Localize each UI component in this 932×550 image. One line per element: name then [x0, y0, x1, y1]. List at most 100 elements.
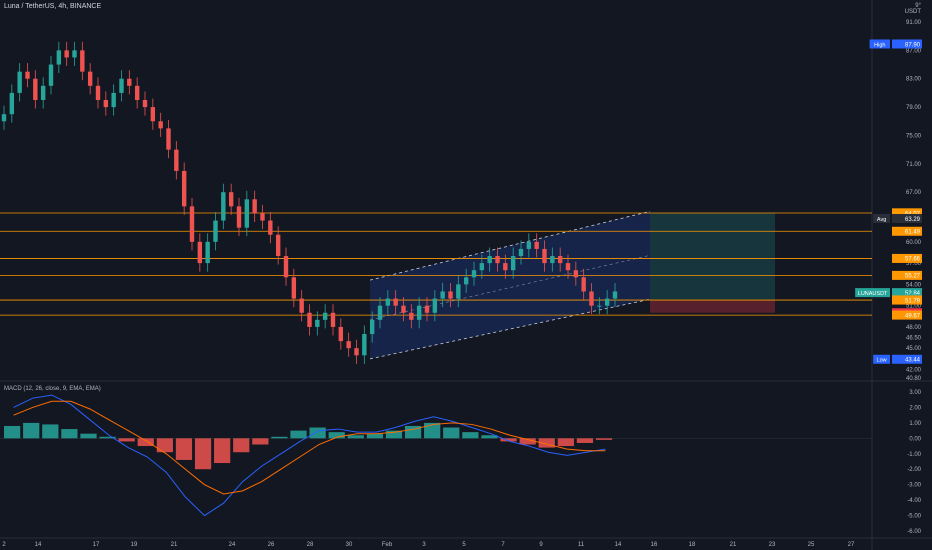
- macd-tick-label: 0.00: [909, 436, 921, 442]
- price-badge: [892, 214, 922, 224]
- price-badge: [892, 295, 922, 305]
- price-tick-label: 83.00: [906, 77, 922, 83]
- time-tick-label: 11: [578, 542, 585, 548]
- price-badge-value: 63.29: [905, 217, 921, 223]
- price-badge-tag: [869, 39, 890, 49]
- price-badge: [892, 288, 922, 298]
- candle-body: [150, 107, 156, 122]
- macd-tick-label: -4.00: [907, 498, 921, 504]
- macd-histogram-bar: [500, 438, 517, 442]
- price-tick-label: 42.00: [906, 367, 922, 373]
- trend-channel: [370, 211, 650, 359]
- macd-histogram-bar: [443, 427, 460, 439]
- price-tick-label: 79.00: [906, 105, 922, 111]
- macd-histogram-bar: [175, 438, 193, 460]
- candle-body: [1, 114, 7, 122]
- candle-body: [385, 298, 391, 306]
- macd-line: [13, 394, 606, 517]
- macd-histogram-bar: [252, 438, 269, 445]
- time-tick-label: 17: [93, 542, 100, 548]
- time-tick-label: 21: [171, 542, 178, 548]
- price-badge-value: 51.79: [905, 298, 921, 304]
- candle-body: [252, 199, 257, 214]
- candle-body: [448, 291, 453, 299]
- time-tick-label: 25: [808, 542, 815, 548]
- candle-body: [330, 312, 336, 327]
- candle-body: [134, 85, 140, 101]
- price-badge-value: 87.90: [905, 42, 921, 48]
- time-tick-label: 28: [307, 542, 314, 548]
- macd-histogram-bar: [557, 438, 574, 447]
- price-tick-label: 54.00: [906, 282, 922, 288]
- candle-body: [48, 64, 54, 86]
- macd-histogram-bar: [595, 438, 613, 440]
- price-badge-value: 57.66: [905, 257, 921, 263]
- macd-tick-label: 1.00: [909, 421, 921, 427]
- price-badge-value: 43.44: [905, 358, 921, 364]
- price-badge-value: 52.84: [905, 291, 921, 297]
- price-badge: [892, 354, 922, 364]
- candle-body: [142, 100, 148, 108]
- macd-histogram-bar: [404, 425, 422, 439]
- time-tick-label: 9: [539, 542, 543, 548]
- candle-body: [119, 78, 124, 93]
- macd-histogram-bar: [118, 438, 135, 442]
- candle-body: [589, 291, 594, 306]
- candle-body: [158, 121, 163, 129]
- candle-body: [597, 305, 602, 307]
- candle-body: [377, 305, 383, 320]
- price-badge-tag: [873, 354, 890, 364]
- candle-body: [612, 291, 618, 299]
- candle-body: [354, 348, 359, 356]
- candle-body: [432, 298, 438, 313]
- price-badge-text: Avg: [877, 217, 886, 223]
- price-badge-text: High: [874, 42, 885, 48]
- candle-body: [268, 220, 273, 235]
- macd-histogram-bar: [80, 433, 97, 439]
- candle-body: [604, 298, 610, 306]
- macd-histogram-bar: [576, 438, 594, 443]
- candle-body: [409, 312, 414, 320]
- candle-body: [111, 92, 116, 108]
- macd-histogram-bar: [385, 430, 403, 439]
- price-tick-label: 91.00: [906, 20, 922, 26]
- price-badge-text: Low: [877, 358, 887, 364]
- candle-body: [362, 334, 367, 356]
- candle-body: [479, 263, 485, 271]
- candle-body: [213, 220, 218, 242]
- candle-body: [64, 50, 69, 58]
- macd-histogram-bar: [194, 438, 212, 470]
- macd-histogram-bar: [271, 436, 288, 439]
- price-tick-label: 87.00: [906, 48, 922, 54]
- macd-tick-label: 3.00: [909, 390, 921, 396]
- price-badge: [892, 310, 922, 320]
- price-tick-label: 71.00: [906, 162, 922, 168]
- candle-body: [495, 256, 500, 264]
- candle-body: [260, 213, 265, 221]
- time-tick-label: 3: [422, 542, 426, 548]
- price-badge-tag: [873, 214, 890, 224]
- candle-body: [127, 78, 132, 86]
- currency-label: USDT: [905, 9, 922, 15]
- candle-body: [197, 241, 203, 264]
- time-tick-label: 14: [615, 542, 622, 548]
- macd-histogram-bar: [347, 435, 364, 439]
- candle-body: [80, 50, 85, 72]
- candle-body: [95, 85, 101, 101]
- time-tick-label: 14: [35, 542, 42, 548]
- time-tick-label: 30: [346, 542, 353, 548]
- price-tick-label: 60.00: [906, 240, 922, 246]
- time-tick-label: 26: [268, 542, 275, 548]
- candle-body: [244, 199, 250, 228]
- macd-title: MACD (12, 26, close, 9, EMA, EMA): [4, 386, 101, 392]
- candle-body: [205, 241, 210, 264]
- price-tick-label: 46.50: [906, 336, 922, 342]
- candle-body: [275, 234, 281, 257]
- candle-body: [221, 192, 226, 221]
- macd-histogram-bar: [233, 438, 250, 453]
- macd-histogram-bar: [328, 432, 345, 439]
- candle-body: [291, 277, 297, 299]
- candle-body: [338, 326, 344, 342]
- macd-histogram-bar: [156, 438, 173, 453]
